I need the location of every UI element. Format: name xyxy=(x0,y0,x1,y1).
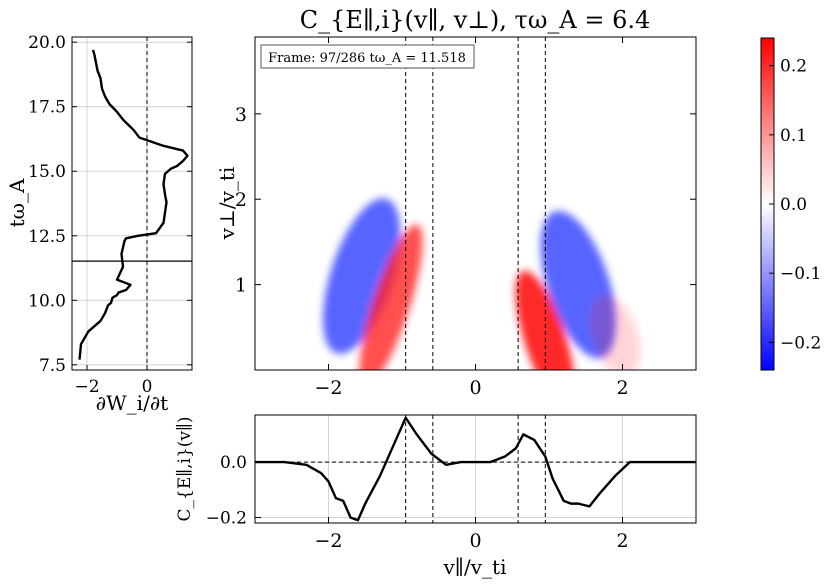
heatmap-feature-positive xyxy=(359,224,423,370)
main-title: C_{E∥,i}(v∥, v⊥), τω_A = 6.4 xyxy=(300,6,651,34)
left-ytick-label: 17.5 xyxy=(28,98,66,118)
reduced-panel: −2 0 2 −0.2 0.0 v∥/v_ti C_{E∥,i}(v∥) xyxy=(175,414,697,579)
heatmap-ticks: −2 0 2 1 2 3 xyxy=(235,37,696,399)
left-ytick-label: 10.0 xyxy=(28,291,66,311)
bottom-lines xyxy=(255,415,696,523)
bottom-xlabel: v∥/v_ti xyxy=(442,555,506,579)
heatmap-ytick-label: 3 xyxy=(235,104,247,126)
left-ytick-label: 20.0 xyxy=(28,33,66,53)
frame-label: Frame: 97/286 tω_A = 11.518 xyxy=(268,51,466,66)
colorbar: 0.2 0.1 0.0 −0.1 −0.2 xyxy=(760,37,821,371)
heatmap-xtick-label: 2 xyxy=(616,377,628,399)
bottom-series-line xyxy=(255,416,696,522)
heatmap-xtick-label: −2 xyxy=(314,377,342,399)
heatmap-ytick-label: 1 xyxy=(235,275,247,297)
colorbar-tick-label: 0.0 xyxy=(780,195,807,215)
left-xtick-label: 0 xyxy=(142,377,153,397)
left-series-line xyxy=(78,49,189,360)
left-axes-frame xyxy=(71,36,193,371)
heatmap-ytick-label: 2 xyxy=(235,189,247,211)
left-ytick-label: 15.0 xyxy=(28,162,66,182)
time-series-panel: 7.5 10.0 12.5 15.0 17.5 20.0 −2 0 ∂W_i/∂t tω_A xyxy=(5,33,193,415)
left-ytick-label: 12.5 xyxy=(28,227,66,247)
heatmap-feature-negative xyxy=(322,198,401,354)
left-lines xyxy=(72,37,192,370)
left-ylabel: tω_A xyxy=(5,178,29,227)
left-xtick-label: −2 xyxy=(74,377,99,397)
heatmap-xtick-label: 0 xyxy=(469,377,481,399)
left-xlabel: ∂W_i/∂t xyxy=(96,391,168,415)
heatmap-feature-positive xyxy=(590,294,640,370)
left-grid xyxy=(72,37,192,370)
colorbar-tick-label: −0.2 xyxy=(780,333,821,353)
colorbar-ticks: 0.2 0.1 0.0 −0.1 −0.2 xyxy=(769,57,821,353)
bottom-xtick-label: 0 xyxy=(469,530,481,552)
bottom-ytick-label: −0.2 xyxy=(206,508,247,528)
colorbar-tick-label: −0.1 xyxy=(780,264,821,284)
colorbar-tick-label: 0.2 xyxy=(780,57,807,77)
bottom-xtick-label: 2 xyxy=(616,530,628,552)
heatmap-panel: −2 0 2 1 2 3 Frame: 97/286 tω_A = 11.518 v⊥/v… xyxy=(215,36,697,399)
colorbar-tick-label: 0.1 xyxy=(780,126,807,146)
bottom-ticks: −2 0 2 −0.2 0.0 xyxy=(206,453,629,552)
bottom-ytick-label: 0.0 xyxy=(220,453,247,473)
frame-label-box xyxy=(260,44,475,69)
bottom-ylabel: C_{E∥,i}(v∥) xyxy=(175,417,195,522)
bottom-grid xyxy=(255,415,696,523)
bottom-xtick-label: −2 xyxy=(314,530,342,552)
left-ytick-label: 7.5 xyxy=(39,356,66,376)
heatmap-ylabel: v⊥/v_ti xyxy=(215,167,239,241)
left-ticks: 7.5 10.0 12.5 15.0 17.5 20.0 −2 0 xyxy=(28,33,192,397)
